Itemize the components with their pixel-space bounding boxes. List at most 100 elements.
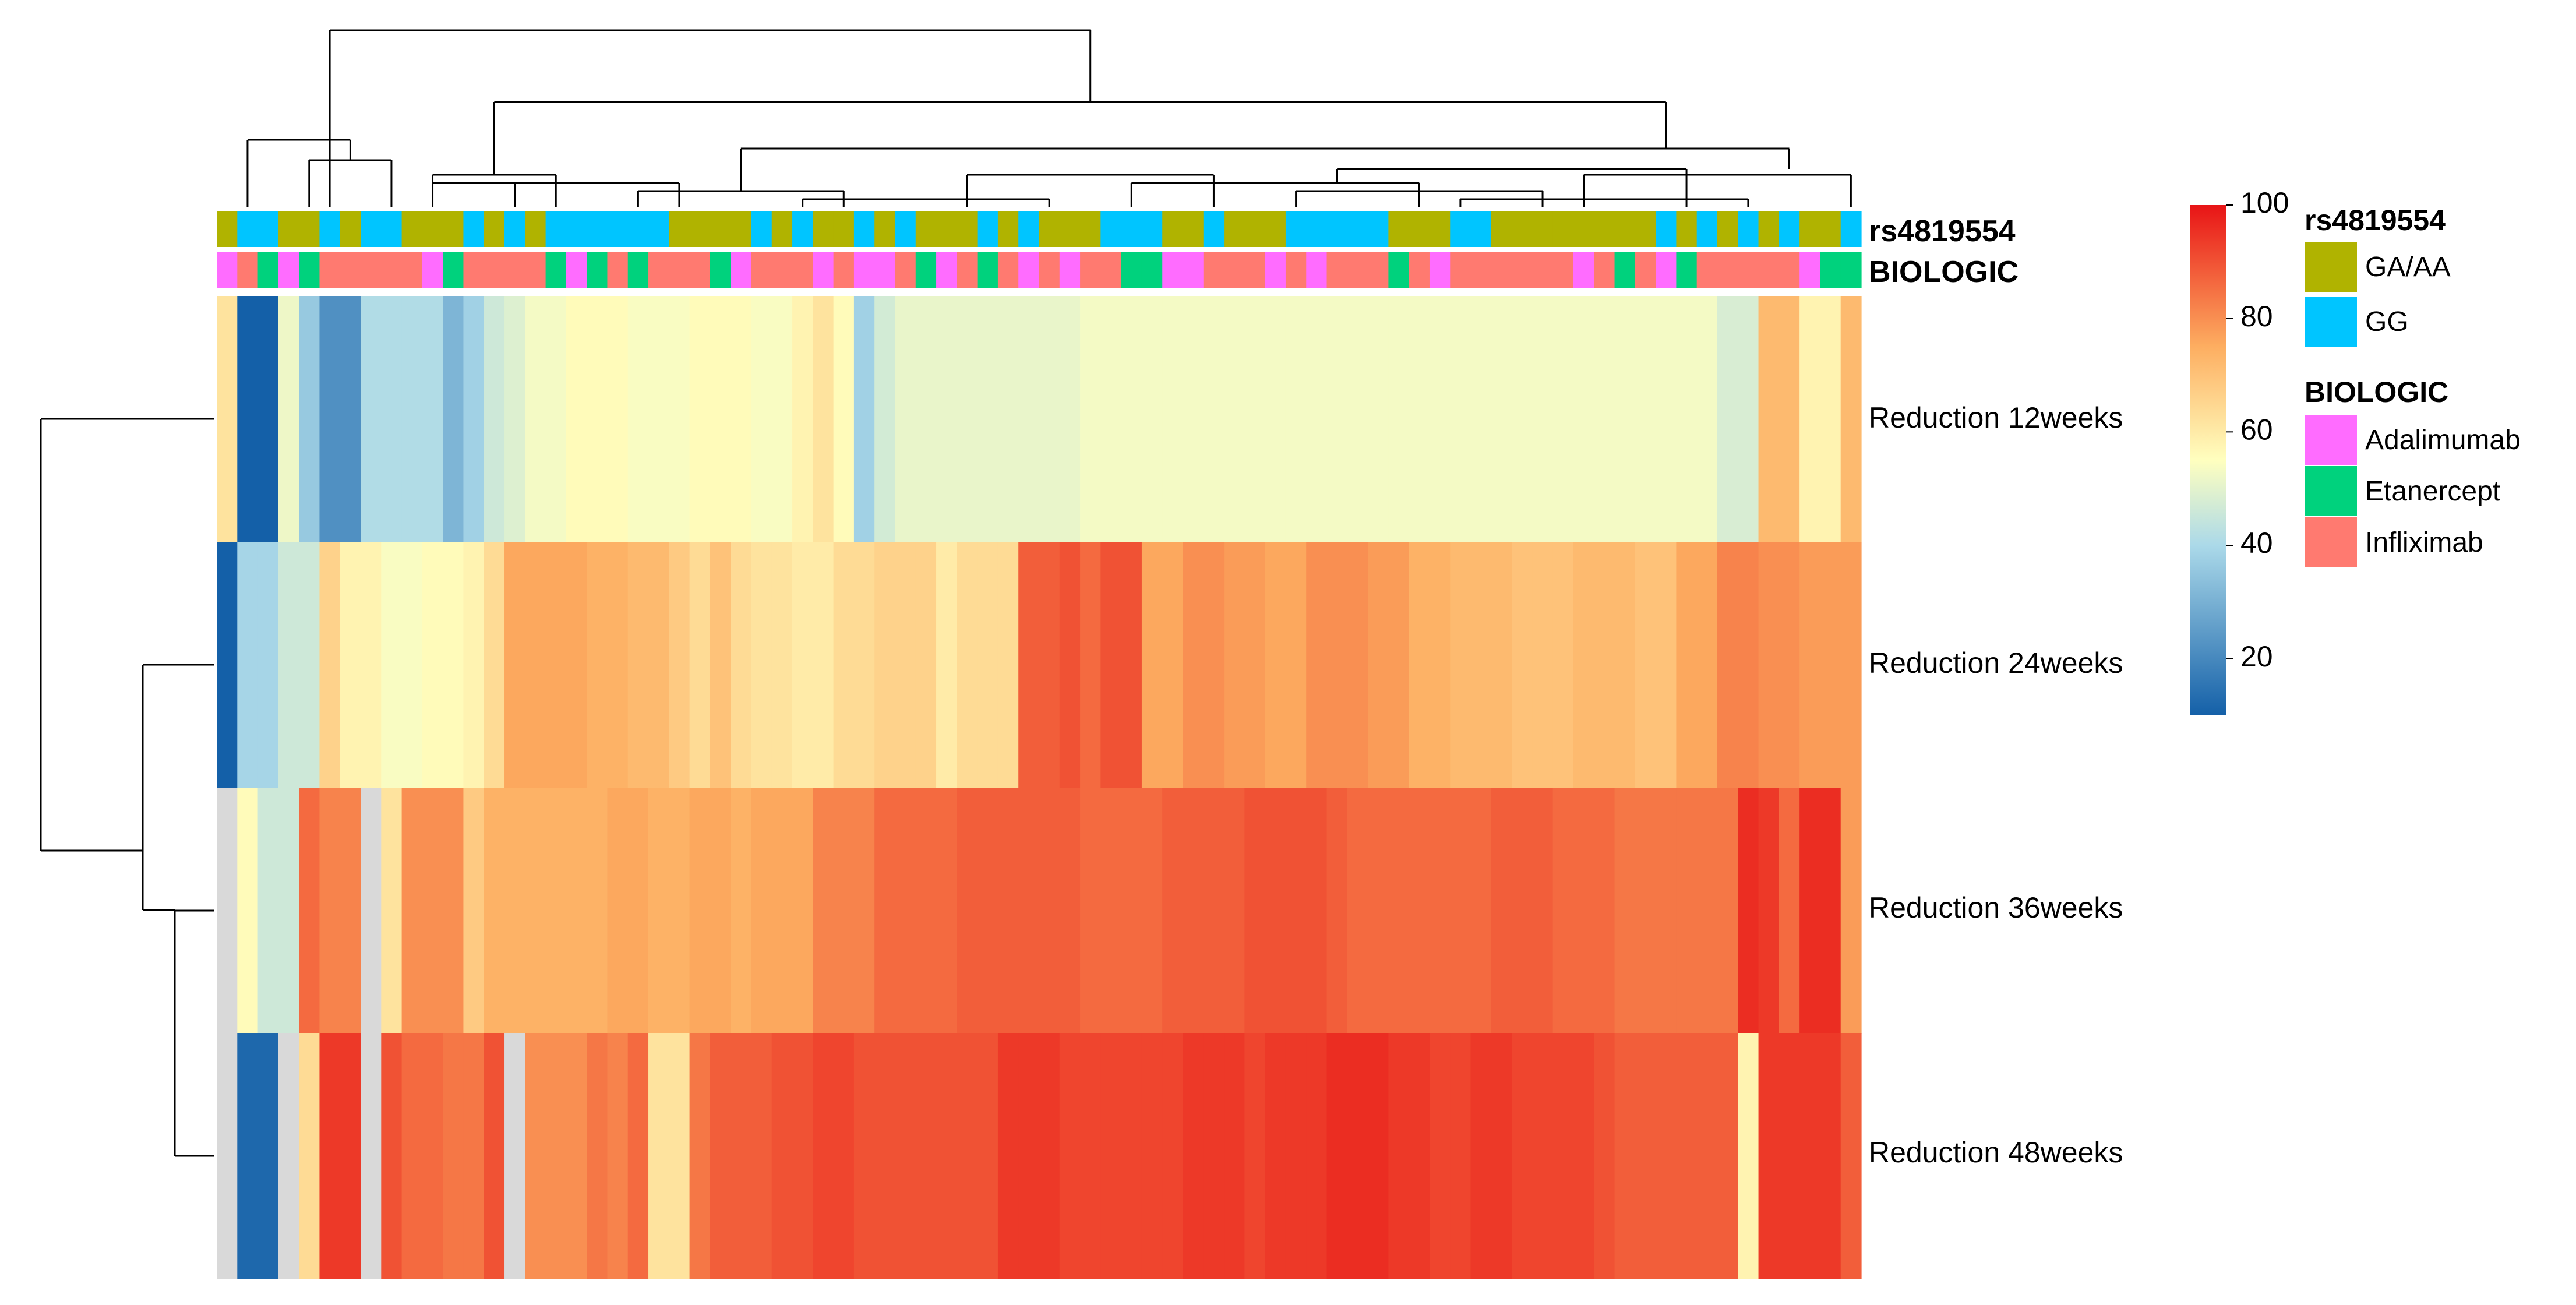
heatmap-cell: [1532, 788, 1554, 1034]
heatmap-cell: [1059, 788, 1081, 1034]
heatmap-cell: [1039, 788, 1060, 1034]
heatmap-cell: [1676, 788, 1698, 1034]
heatmap-cell: [237, 1033, 259, 1279]
heatmap-cell: [936, 1033, 957, 1279]
annotation-cell-biologic: [853, 252, 875, 288]
heatmap-cell: [648, 542, 669, 788]
heatmap-cell: [1470, 296, 1492, 542]
annotation-cell-biologic: [915, 252, 937, 288]
annotation-cell-biologic: [1491, 252, 1512, 288]
annotation-cell-rs4819554: [751, 211, 772, 247]
annotation-cell-rs4819554: [1018, 211, 1040, 247]
annotation-cell-rs4819554: [936, 211, 957, 247]
heatmap-cell: [895, 788, 916, 1034]
heatmap-cell: [1265, 296, 1286, 542]
heatmap-cell: [1552, 296, 1574, 542]
annotation-cell-rs4819554: [1635, 211, 1656, 247]
annotation-cell-biologic: [1820, 252, 1841, 288]
annotation-cell-rs4819554: [237, 211, 259, 247]
annotation-cell-rs4819554: [853, 211, 875, 247]
heatmap-cell: [1491, 296, 1512, 542]
row-labels: Reduction 12weeks Reduction 24weeks Redu…: [1869, 401, 2123, 1169]
legend-rs4819554: rs4819554 GA/AA GG: [2305, 204, 2451, 347]
annotation-cell-rs4819554: [1244, 211, 1266, 247]
heatmap-cell: [731, 296, 752, 542]
scale-tick-label: 80: [2240, 300, 2273, 333]
legend-title-biologic: BIOLOGIC: [2305, 376, 2448, 408]
annotation-cell-biologic: [1429, 252, 1451, 288]
annotation-cell-biologic: [484, 252, 505, 288]
annotation-cell-rs4819554: [1224, 211, 1245, 247]
annotation-cell-biologic: [895, 252, 916, 288]
heatmap-cell: [1429, 788, 1451, 1034]
heatmap-cell: [1203, 296, 1225, 542]
heatmap-cell: [1656, 542, 1677, 788]
annotation-cell-biologic: [1080, 252, 1101, 288]
heatmap-cell: [484, 1033, 505, 1279]
heatmap-cell: [997, 788, 1019, 1034]
annotation-cell-biologic: [977, 252, 998, 288]
heatmap-cell: [1799, 296, 1821, 542]
heatmap-cell: [895, 542, 916, 788]
heatmap-cell: [340, 296, 361, 542]
heatmap-cell: [1491, 1033, 1512, 1279]
heatmap-cell: [1614, 542, 1636, 788]
heatmap-cell: [1758, 1033, 1780, 1279]
heatmap-cell: [648, 788, 669, 1034]
heatmap-cell: [689, 296, 711, 542]
heatmap-cell: [1306, 1033, 1328, 1279]
heatmap-cell: [1285, 1033, 1307, 1279]
heatmap-cell: [1840, 788, 1862, 1034]
heatmap-cell: [1573, 542, 1594, 788]
heatmap-cell: [1326, 542, 1348, 788]
heatmap-cell: [1820, 296, 1841, 542]
heatmap-cell: [1039, 542, 1060, 788]
heatmap-cell: [1429, 542, 1451, 788]
annotation-bars: [217, 211, 1862, 288]
heatmap-cell: [915, 542, 937, 788]
heatmap-cell: [1738, 1033, 1759, 1279]
heatmap-cells: [217, 296, 1862, 1279]
heatmap-cell: [915, 296, 937, 542]
annotation-cell-rs4819554: [710, 211, 731, 247]
heatmap-cell: [689, 542, 711, 788]
heatmap-cell: [1326, 296, 1348, 542]
annotation-cell-biologic: [1532, 252, 1554, 288]
heatmap-cell: [1635, 788, 1656, 1034]
annotation-cell-rs4819554: [1594, 211, 1615, 247]
heatmap-cell: [504, 1033, 525, 1279]
heatmap-cell: [1552, 542, 1574, 788]
heatmap-cell: [1512, 788, 1533, 1034]
heatmap-cell: [566, 788, 587, 1034]
heatmap-cell: [1162, 296, 1184, 542]
annotation-cell-biologic: [1594, 252, 1615, 288]
heatmap-cell: [299, 1033, 320, 1279]
annotation-cell-rs4819554: [1676, 211, 1698, 247]
annotation-cell-biologic: [1738, 252, 1759, 288]
heatmap-cell: [1285, 542, 1307, 788]
heatmap-cell: [936, 542, 957, 788]
heatmap-cell: [1738, 788, 1759, 1034]
annotation-cell-biologic: [1614, 252, 1636, 288]
heatmap-cell: [1635, 542, 1656, 788]
heatmap-cell: [1347, 542, 1368, 788]
heatmap-cell: [1696, 296, 1718, 542]
heatmap-cell: [1121, 296, 1142, 542]
heatmap-cell: [1326, 1033, 1348, 1279]
annotation-cell-biologic: [1656, 252, 1677, 288]
heatmap-cell: [710, 542, 731, 788]
heatmap-cell: [710, 1033, 731, 1279]
heatmap-cell: [1696, 1033, 1718, 1279]
annotation-cell-rs4819554: [443, 211, 464, 247]
annotation-cell-rs4819554: [463, 211, 485, 247]
annotation-cell-biologic: [257, 252, 279, 288]
heatmap-cell: [1635, 296, 1656, 542]
annotation-cell-rs4819554: [1326, 211, 1348, 247]
annotation-cell-biologic: [1552, 252, 1574, 288]
annotation-cell-rs4819554: [1552, 211, 1574, 247]
heatmap-cell: [1368, 542, 1389, 788]
color-scale-bar: [2190, 205, 2226, 715]
heatmap-cell: [278, 542, 299, 788]
annotation-cell-rs4819554: [1080, 211, 1101, 247]
